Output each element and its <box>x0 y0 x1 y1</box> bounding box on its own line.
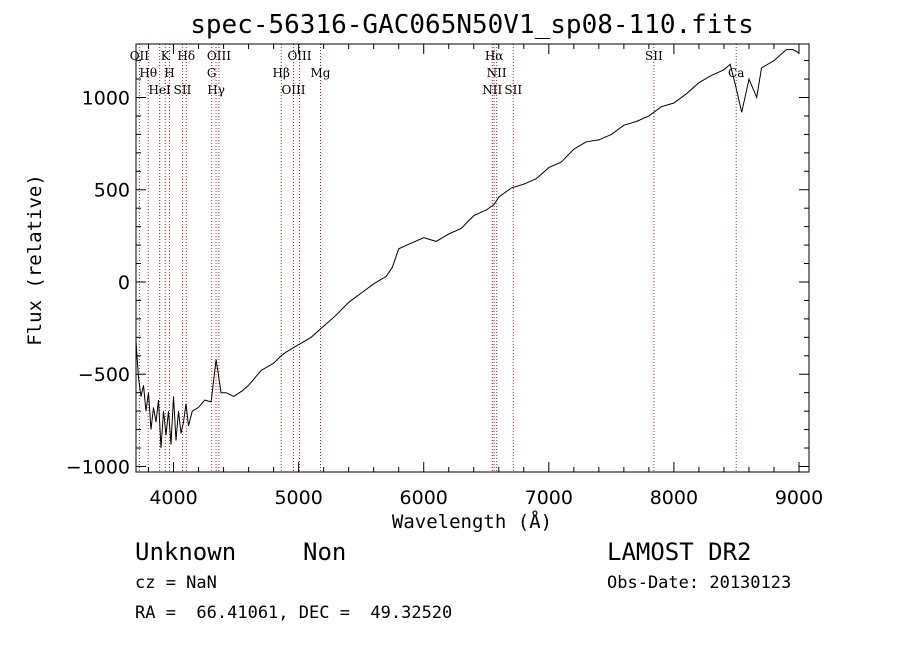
coordinates-text: RA = 66.41061, DEC = 49.32520 <box>135 603 453 623</box>
line-label: Hβ <box>273 66 290 80</box>
y-tick-label: −500 <box>78 364 130 386</box>
line-label: G <box>207 66 217 80</box>
line-label: SII <box>504 83 522 97</box>
line-label: HeI <box>148 83 171 97</box>
spectral-line-labels: OIIHθHeIKHSIIHδGHγOIIIHβOIIIOIIIMgNIIHαN… <box>130 49 745 97</box>
line-label: OIII <box>207 49 231 63</box>
line-label: Hγ <box>207 83 225 97</box>
x-tick-label: 7000 <box>525 487 573 509</box>
line-label: NII <box>482 83 502 97</box>
spectral-line-markers <box>138 44 737 472</box>
y-tick-label: 1000 <box>82 88 130 110</box>
spectrum-series-line <box>135 49 800 449</box>
line-label: Hα <box>485 49 504 63</box>
x-tick-label: 8000 <box>650 487 698 509</box>
x-tick-label: 6000 <box>400 487 448 509</box>
x-axis: 4000 5000 6000 7000 8000 9000 <box>148 44 823 509</box>
y-tick-label: −1000 <box>66 456 130 478</box>
line-label: SII <box>645 49 663 63</box>
object-class: Unknown <box>135 538 237 566</box>
chart-title: spec-56316-GAC065N50V1_sp08-110.fits <box>190 10 754 40</box>
plot-frame <box>135 43 810 473</box>
line-label: SII <box>174 83 192 97</box>
line-label: NII <box>487 66 507 80</box>
x-tick-label: 4000 <box>149 487 197 509</box>
line-label: OIII <box>281 83 305 97</box>
line-label: H <box>164 66 174 80</box>
line-label: Hθ <box>139 66 157 80</box>
observation-date: Obs-Date: 20130123 <box>607 573 792 593</box>
y-tick-label: 500 <box>94 180 130 202</box>
line-label: K <box>161 49 171 63</box>
line-label: Ca <box>728 66 744 80</box>
line-label: Mg <box>311 66 331 80</box>
y-axis-label: Flux (relative) <box>24 174 46 346</box>
object-subclass: Non <box>303 538 347 566</box>
y-tick-label: 0 <box>118 272 130 294</box>
x-tick-label: 9000 <box>775 487 823 509</box>
line-label: Hδ <box>177 49 195 63</box>
redshift-text: cz = NaN <box>135 573 217 593</box>
x-axis-label: Wavelength (Å) <box>392 510 552 533</box>
line-label: OII <box>130 49 150 63</box>
y-axis: −1000 −500 0 500 1000 <box>66 60 809 478</box>
survey-name: LAMOST DR2 <box>607 538 752 566</box>
line-label: OIII <box>287 49 311 63</box>
x-tick-label: 5000 <box>274 487 322 509</box>
